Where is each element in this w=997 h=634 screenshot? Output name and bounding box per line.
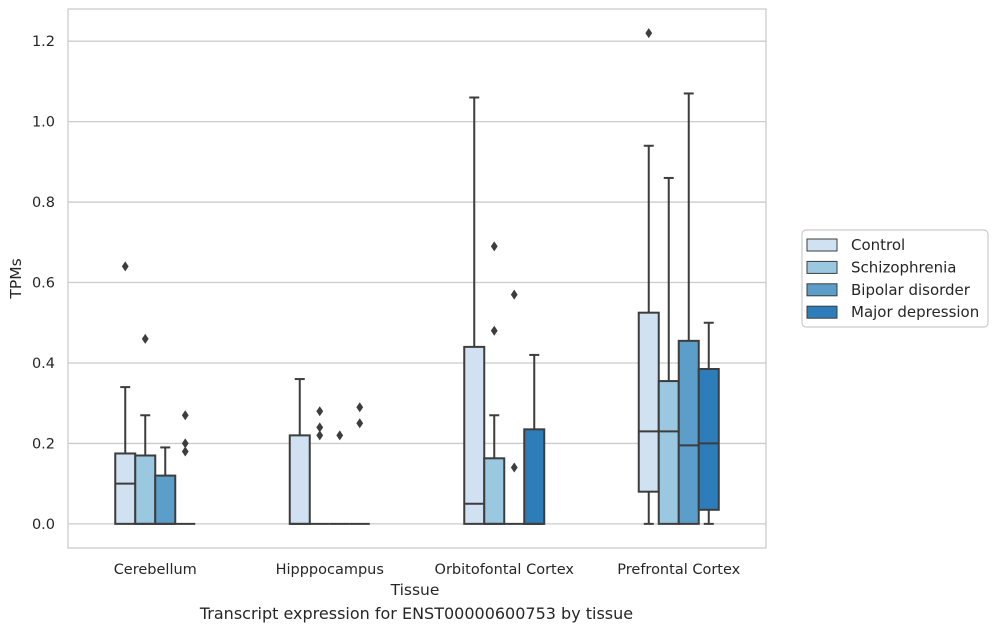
legend-swatch — [806, 260, 838, 274]
outlier-point — [336, 430, 344, 441]
y-tick-label: 0.0 — [32, 517, 55, 533]
box-bipolar-disorder — [677, 92, 700, 525]
y-tick-label: 0.8 — [32, 195, 55, 211]
legend-label: Control — [851, 236, 905, 254]
box-body — [134, 454, 157, 525]
box-body — [657, 380, 680, 525]
boxes — [114, 28, 720, 525]
y-axis-title: TPMs — [7, 258, 25, 299]
outlier-point — [490, 241, 498, 252]
x-tick-label: Cerebellum — [114, 562, 197, 578]
box-body — [288, 434, 311, 525]
box-body — [637, 311, 660, 493]
box-control — [114, 261, 137, 525]
outlier-point — [121, 261, 129, 272]
box-body — [483, 457, 506, 525]
outlier-point — [181, 446, 189, 457]
box-body — [523, 428, 546, 525]
outlier-point — [356, 418, 364, 429]
y-tick-label: 0.4 — [32, 356, 55, 372]
legend-swatch — [806, 305, 838, 319]
box-body — [114, 452, 137, 525]
box-major-depression — [175, 410, 196, 525]
box-bipolar-disorder — [504, 289, 525, 525]
outlier-point — [510, 289, 518, 300]
box-body — [154, 474, 177, 525]
box-major-depression — [697, 321, 720, 525]
box-schizophrenia — [483, 241, 506, 525]
figure-caption: Transcript expression for ENST0000060075… — [199, 604, 634, 623]
outlier-point — [490, 325, 498, 336]
box-body — [463, 345, 486, 525]
legend-label: Major depression — [851, 303, 979, 321]
outlier-point — [181, 438, 189, 449]
outlier-point — [316, 422, 324, 433]
legend-frame — [801, 229, 989, 328]
box-control — [463, 96, 486, 525]
legend-label: Schizophrenia — [851, 258, 956, 276]
x-tick-label: Hipppocampus — [276, 562, 384, 578]
box-major-depression — [349, 402, 370, 525]
outlier-point — [316, 430, 324, 441]
legend-swatch — [806, 283, 838, 297]
box-body — [697, 368, 720, 511]
box-schizophrenia — [657, 176, 680, 525]
legend: Control Schizophrenia Bipolar disorder Majo… — [801, 229, 989, 328]
legend-label: Bipolar disorder — [851, 281, 971, 299]
box-control — [637, 28, 660, 525]
y-tick-label: 1.2 — [32, 34, 55, 50]
x-tick-labels: Cerebellum Hipppocampus Orbitofontal Corte… — [114, 562, 741, 578]
box-bipolar-disorder — [154, 446, 177, 525]
plot-area-frame — [67, 8, 767, 549]
y-tick-labels: 0.0 0.2 0.4 0.6 0.8 1.0 1.2 — [32, 34, 55, 533]
x-tick-label: Prefrontal Cortex — [617, 562, 740, 578]
outlier-point — [181, 410, 189, 421]
x-axis-title: Tissue — [390, 581, 440, 599]
box-control — [288, 378, 311, 525]
box-bipolar-disorder — [329, 430, 350, 525]
box-schizophrenia — [309, 406, 330, 525]
y-tick-label: 1.0 — [32, 115, 55, 131]
outlier-point — [356, 402, 364, 413]
y-tick-label: 0.2 — [32, 436, 55, 452]
outlier-point — [316, 406, 324, 417]
outlier-point — [141, 333, 149, 344]
box-schizophrenia — [134, 333, 157, 525]
outlier-point — [510, 462, 518, 473]
y-tick-label: 0.6 — [32, 276, 55, 292]
box-body — [677, 339, 700, 525]
x-tick-label: Orbitofontal Cortex — [435, 562, 575, 578]
outlier-point — [645, 28, 653, 39]
box-major-depression — [523, 353, 546, 525]
legend-swatch — [806, 238, 838, 252]
